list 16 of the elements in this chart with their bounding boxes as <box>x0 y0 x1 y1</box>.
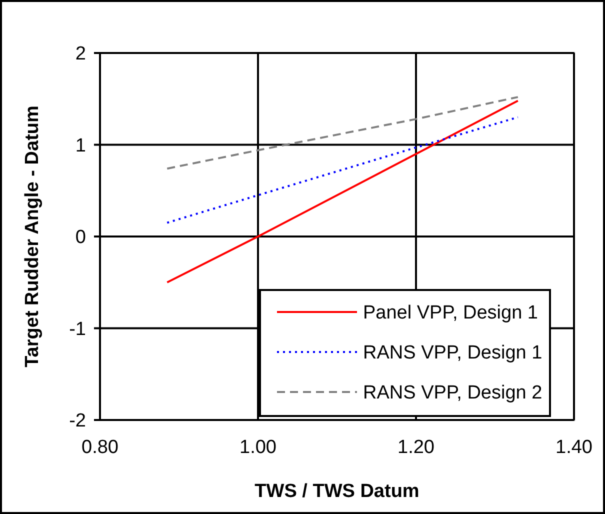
legend-label: Panel VPP, Design 1 <box>363 302 538 324</box>
y-tick-label: 1 <box>75 135 86 156</box>
y-tick-label: 0 <box>75 227 86 248</box>
x-axis-title: TWS / TWS Datum <box>254 481 420 502</box>
line-series <box>166 116 519 224</box>
x-tick-label: 1.20 <box>398 437 434 458</box>
y-tick-label: 2 <box>75 44 86 65</box>
x-tick-label: 1.00 <box>240 437 276 458</box>
line-series <box>166 96 519 170</box>
x-tick-label: 0.80 <box>82 437 118 458</box>
x-tick-label: 1.40 <box>556 437 592 458</box>
legend-label: RANS VPP, Design 2 <box>363 382 542 404</box>
y-tick-label: -2 <box>69 410 86 432</box>
y-axis-title: Target Rudder Angle - Datum <box>22 106 43 368</box>
legend-label: RANS VPP, Design 1 <box>363 342 542 364</box>
y-tick-label: -1 <box>69 318 86 340</box>
